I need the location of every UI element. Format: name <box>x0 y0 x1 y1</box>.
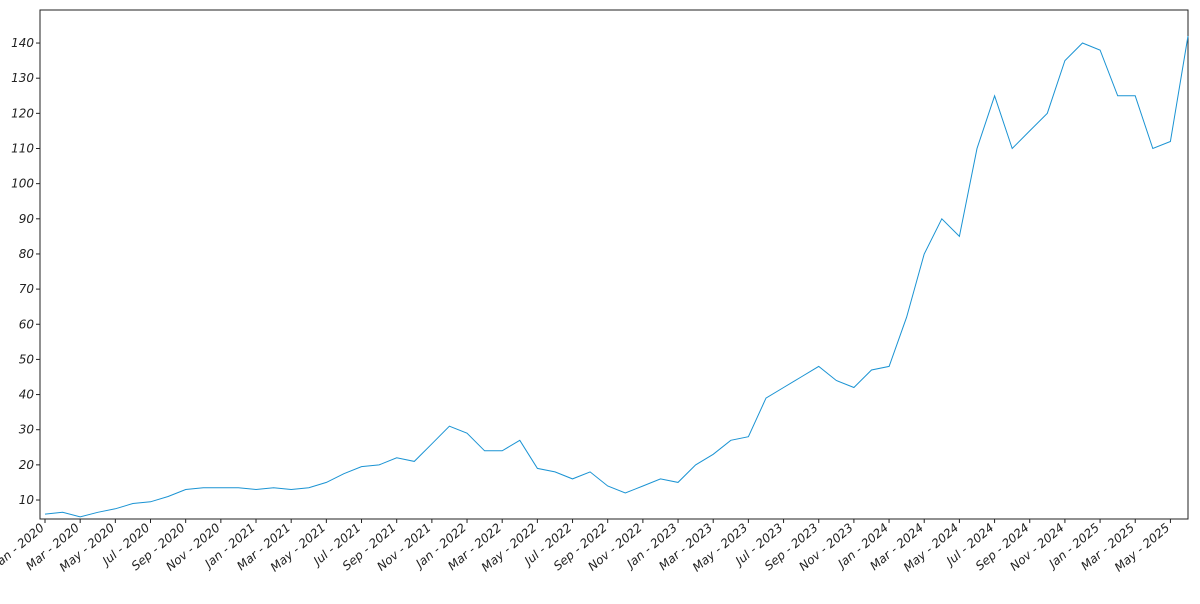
y-tick-label: 70 <box>19 282 35 296</box>
y-tick-label: 90 <box>19 212 35 226</box>
y-tick-label: 50 <box>19 352 35 366</box>
y-tick-label: 100 <box>11 177 34 191</box>
y-tick-label: 130 <box>11 71 34 85</box>
y-tick-label: 60 <box>19 317 35 331</box>
y-tick-label: 120 <box>11 106 34 120</box>
plot-frame <box>39 9 1189 520</box>
y-tick-label: 30 <box>19 423 35 437</box>
y-tick-label: 140 <box>11 36 34 50</box>
y-tick-label: 110 <box>11 141 34 155</box>
y-tick-label: 80 <box>19 247 35 261</box>
y-tick-label: 40 <box>19 388 35 402</box>
price-line <box>44 35 1189 518</box>
y-tick-label: 20 <box>19 458 35 472</box>
y-tick-label: 10 <box>19 493 35 507</box>
